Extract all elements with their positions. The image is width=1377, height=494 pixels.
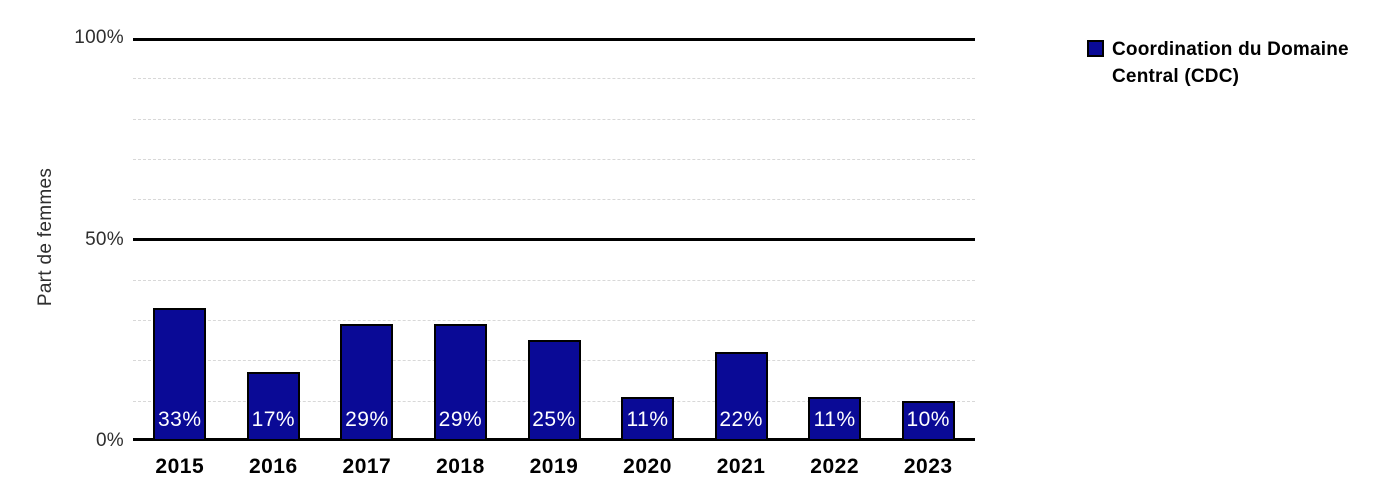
bar-value-label: 10% [906, 407, 950, 431]
legend-label-line: Coordination du Domaine [1112, 39, 1349, 60]
legend-label-line: Central (CDC) [1112, 66, 1240, 87]
plot-area: 33% 17% 29% 29% 25% 11% 22% 11% 10% [133, 38, 975, 441]
gridline-major [133, 238, 975, 241]
x-tick-label-2019: 2019 [529, 455, 579, 478]
x-tick-label-2022: 2022 [810, 455, 859, 478]
x-tick-label-2020: 2020 [623, 455, 672, 478]
y-tick-label-50: 50% [85, 228, 124, 250]
legend-label: Coordination du Domaine Central (CDC) [1112, 36, 1349, 90]
gridline-minor [133, 78, 975, 80]
gridline-minor [133, 279, 975, 281]
legend: Coordination du Domaine Central (CDC) [1087, 36, 1349, 90]
bar-value-label: 11% [813, 407, 856, 431]
bar-2015: 33% [153, 308, 207, 441]
bar-value-label: 29% [438, 407, 483, 431]
bar-value-label: 17% [251, 407, 296, 431]
x-tick-label-2017: 2017 [342, 455, 392, 478]
bar-2020: 11% [621, 396, 675, 441]
y-tick-label-0: 0% [95, 430, 124, 451]
y-tick-label-100: 100% [74, 27, 124, 48]
bar-2017: 29% [340, 324, 394, 441]
legend-swatch-icon [1087, 40, 1104, 57]
bar-value-label: 11% [626, 407, 669, 431]
bar-2016: 17% [246, 372, 300, 441]
x-tick-label-2023: 2023 [903, 455, 953, 478]
bar-2018: 29% [433, 324, 487, 441]
x-tick-label-2018: 2018 [436, 455, 485, 478]
bar-2023: 10% [901, 400, 955, 441]
x-tick-label-2016: 2016 [248, 455, 298, 478]
gridline-major [133, 38, 975, 41]
gridline-minor [133, 118, 975, 120]
bar-2021: 22% [714, 352, 768, 441]
x-tick-label-2015: 2015 [155, 455, 205, 478]
bar-value-label: 33% [158, 407, 202, 431]
gridline-minor [133, 199, 975, 201]
bar-value-label: 22% [719, 407, 763, 431]
gridline-minor [133, 158, 975, 160]
gridline-minor [133, 320, 975, 322]
bar-value-label: 29% [345, 407, 389, 431]
x-tick-label-2021: 2021 [716, 455, 766, 478]
bar-2019: 25% [527, 340, 581, 441]
bar-2022: 11% [808, 396, 862, 441]
bar-value-label: 25% [532, 408, 576, 431]
